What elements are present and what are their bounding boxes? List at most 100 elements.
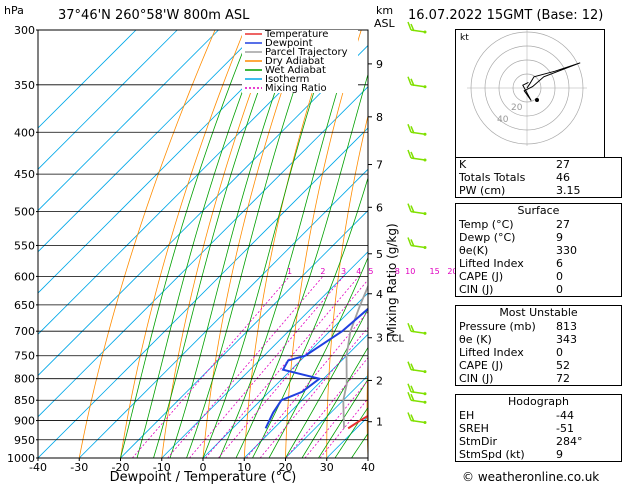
isotherm-line <box>38 44 368 377</box>
row-label: CIN (J) <box>459 372 494 385</box>
height-km-tick-label: 8 <box>376 111 383 124</box>
isotherm-line <box>161 251 368 458</box>
table-row: StmDir 284° <box>456 435 621 448</box>
table-row: SREH -51 <box>456 422 621 435</box>
pressure-tick-label: 600 <box>14 270 35 283</box>
asl-label: ASL <box>374 17 395 30</box>
row-value: 0 <box>556 283 563 296</box>
dewpoint-line <box>264 307 368 429</box>
pressure-tick-label: 700 <box>14 325 35 338</box>
height-km-tick-label: 2 <box>376 374 383 387</box>
table-row: Dewp (°C) 9 <box>456 231 621 244</box>
wet-adiabat-line <box>318 378 368 458</box>
height-km-tick-label: 3 <box>376 332 383 345</box>
most-unstable-section-title: Most Unstable <box>499 306 578 319</box>
wind-barb <box>407 361 427 374</box>
row-label: Pressure (mb) <box>459 320 536 333</box>
indices-table: K 27 Totals Totals 46 PW (cm) 3.15 <box>455 157 622 198</box>
pressure-tick-label: 550 <box>14 239 35 252</box>
table-row: K 27 <box>456 158 621 171</box>
legend-entry: Dry Adiabat <box>265 56 324 67</box>
temperature-tick-label: -20 <box>112 461 130 474</box>
wind-barb <box>407 322 427 335</box>
isotherm-line <box>202 292 368 458</box>
lcl-label: LCL <box>386 334 405 345</box>
mixing-ratio-line <box>218 279 368 458</box>
table-row: CAPE (J) 52 <box>456 359 621 372</box>
pressure-tick-label: 650 <box>14 299 35 312</box>
wet-adiabat-line <box>285 308 368 458</box>
legend-entry: Temperature <box>264 29 328 40</box>
wet-adiabat-line <box>334 406 368 458</box>
height-km-tick-label: 4 <box>376 288 383 301</box>
km-label: km <box>376 4 394 17</box>
row-label: CAPE (J) <box>459 359 504 372</box>
row-value: 330 <box>556 244 577 257</box>
isotherm-line <box>78 168 368 458</box>
mixing-ratio-value-label: 10 <box>405 267 415 276</box>
wind-barb <box>407 412 427 425</box>
temperature-tick-label: -30 <box>70 461 88 474</box>
hodograph-trace <box>522 62 581 101</box>
mixing-ratio-value-label: 2 <box>320 267 325 276</box>
most-unstable-table: Most Unstable Pressure (mb) 813 θe (K) 343 L… <box>455 305 622 386</box>
wet-adiabat-line <box>153 30 281 458</box>
mixing-ratio-line <box>246 311 368 458</box>
temperature-tick-label: -10 <box>153 461 171 474</box>
dry-adiabat-line <box>161 30 274 458</box>
temperature-tick-label: 40 <box>361 461 375 474</box>
mixing-ratio-line <box>259 326 368 458</box>
wind-barb <box>407 21 427 34</box>
row-value: 46 <box>556 171 570 184</box>
pressure-tick-label: 1000 <box>7 452 35 465</box>
row-value: 27 <box>556 218 570 231</box>
row-label: SREH <box>459 422 489 435</box>
table-row: Totals Totals 46 <box>456 171 621 184</box>
table-row: PW (cm) 3.15 <box>456 184 621 197</box>
row-value: 343 <box>556 333 577 346</box>
storm-motion-marker <box>535 98 539 102</box>
isotherm-line <box>285 374 368 458</box>
temperature-tick-label: 10 <box>237 461 251 474</box>
row-label: Dewp (°C) <box>459 231 516 244</box>
table-row: CIN (J) 0 <box>456 283 621 296</box>
mixing-ratio-value-label: 5 <box>368 267 373 276</box>
row-label: K <box>459 158 467 171</box>
row-value: 813 <box>556 320 577 333</box>
mixing-ratio-line <box>167 276 324 458</box>
hodograph-table: Hodograph EH -44 SREH -51 StmDir 284° StmSpd (… <box>455 394 622 462</box>
legend-entry: Parcel Trajectory <box>265 47 348 58</box>
legend-entry: Mixing Ratio <box>265 83 327 94</box>
pressure-tick-label: 900 <box>14 415 35 428</box>
wind-barb <box>407 203 427 216</box>
temperature-tick-label: 30 <box>320 461 334 474</box>
pressure-tick-label: 400 <box>14 126 35 139</box>
copyright-footer: © weatheronline.co.uk <box>462 470 600 484</box>
pressure-tick-label: 850 <box>14 394 35 407</box>
row-value: 0 <box>556 346 563 359</box>
table-row: CIN (J) 72 <box>456 372 621 385</box>
wind-barb <box>407 391 427 404</box>
mixing-ratio-value-label: 15 <box>430 267 440 276</box>
row-value: -51 <box>556 422 574 435</box>
row-label: StmSpd (kt) <box>459 448 525 461</box>
temperature-tick-label: 0 <box>200 461 207 474</box>
x-axis-label: Dewpoint / Temperature (°C) <box>110 470 297 485</box>
mixing-ratio-value-label: 3 <box>341 267 346 276</box>
row-label: StmDir <box>459 435 498 448</box>
parcel-trajectory-line <box>342 284 368 429</box>
row-label: θe (K) <box>459 333 492 346</box>
hodograph-section-title: Hodograph <box>508 395 569 408</box>
mixing-ratio-value-label: 1 <box>287 267 292 276</box>
row-label: Temp (°C) <box>459 218 514 231</box>
row-value: 52 <box>556 359 570 372</box>
row-label: PW (cm) <box>459 184 506 197</box>
legend-entry: Wet Adiabat <box>265 65 326 76</box>
table-row: θe (K) 343 <box>456 333 621 346</box>
row-value: 27 <box>556 158 570 171</box>
wet-adiabat-line <box>120 30 252 458</box>
wet-adiabat-line <box>219 30 357 458</box>
mixing-ratio-value-label: 20 <box>447 267 457 276</box>
pressure-tick-label: 950 <box>14 434 35 447</box>
row-label: CAPE (J) <box>459 270 504 283</box>
